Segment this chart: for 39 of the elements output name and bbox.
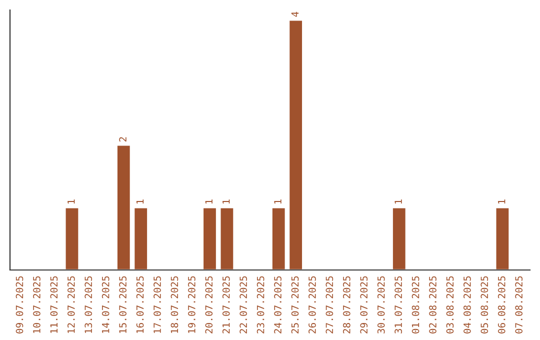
x-tick-label: 28.07.2025: [342, 276, 350, 334]
x-tick-label: 30.07.2025: [377, 276, 385, 334]
x-tick-label: 29.07.2025: [360, 276, 368, 334]
data-label: 1: [274, 200, 282, 204]
x-tick-label: 31.07.2025: [394, 276, 402, 334]
x-tick-label: 16.07.2025: [136, 276, 144, 333]
data-label: 1: [205, 200, 212, 204]
data-label: 1: [222, 200, 230, 204]
x-tick-label: 09.07.2025: [16, 276, 24, 334]
x-tick-label: 19.07.2025: [188, 276, 196, 333]
x-tick-label: 03.08.2025: [446, 276, 454, 334]
x-tick-label: 24.07.2025: [274, 276, 282, 334]
data-label: 1: [394, 200, 402, 204]
x-tick-label: 18.07.2025: [170, 276, 178, 333]
x-tick-label: 27.07.2025: [326, 276, 334, 334]
x-tick-label: 05.08.2025: [480, 276, 488, 334]
x-tick-label: 01.08.2025: [412, 276, 420, 334]
x-tick-label: 25.07.2025: [291, 276, 299, 334]
x-tick-label: 07.08.2025: [515, 276, 523, 334]
data-label: 2: [119, 137, 126, 142]
x-tick-label: 10.07.2025: [33, 276, 40, 333]
x-tick-label: 15.07.2025: [119, 276, 126, 333]
x-tick-label: 11.07.2025: [50, 276, 58, 333]
data-label: 1: [68, 200, 75, 204]
x-tick-label: 13.07.2025: [84, 276, 92, 333]
x-tick-label: 20.07.2025: [205, 276, 213, 334]
x-tick-label: 26.07.2025: [308, 276, 316, 334]
data-label: 1: [498, 200, 506, 204]
x-tick-label: 12.07.2025: [67, 276, 75, 333]
x-tick-label: 21.07.2025: [222, 276, 230, 334]
x-tick-label: 06.08.2025: [498, 276, 506, 334]
x-tick-label: 14.07.2025: [102, 276, 110, 333]
x-tick-label: 22.07.2025: [240, 276, 248, 334]
x-tick-label: 23.07.2025: [256, 276, 264, 334]
data-label: 4: [291, 12, 299, 17]
x-tick-label: 04.08.2025: [464, 276, 471, 334]
x-tick-label: 02.08.2025: [429, 276, 436, 334]
data-label: 1: [136, 200, 144, 204]
x-tick-label: 17.07.2025: [154, 276, 161, 333]
